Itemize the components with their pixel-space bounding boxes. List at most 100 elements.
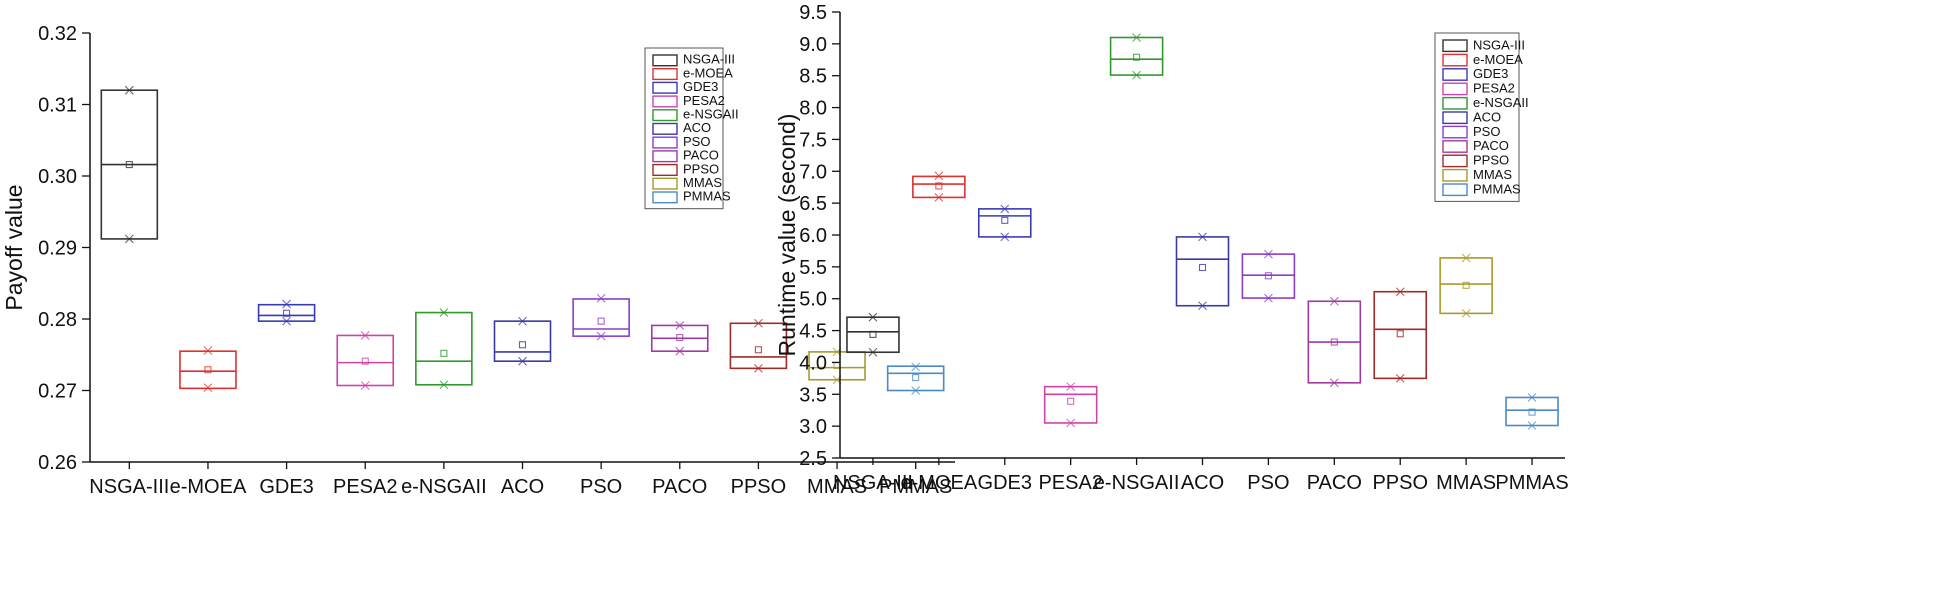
legend-label-e-moea: e-MOEA [683, 65, 733, 80]
mean-marker [125, 161, 133, 169]
legend-swatch-gde3 [1442, 68, 1468, 81]
box-nsga-iii [846, 312, 900, 357]
box-ppso [729, 318, 788, 373]
max-marker [1461, 253, 1471, 263]
x-tick-label-mmas: MMAS [807, 476, 867, 498]
y-tick-label: 0.31 [38, 95, 77, 117]
legend-label-pmmas: PMMAS [683, 189, 731, 204]
legend-swatch-mmas [1442, 168, 1468, 182]
box-body [1175, 236, 1230, 307]
min-marker [868, 347, 878, 357]
box-ppso [1373, 287, 1428, 383]
box-paco [1307, 296, 1362, 388]
legend-swatch-pso [652, 136, 678, 149]
x-tick-label-pso: PSO [1247, 472, 1289, 494]
legend-label-pesa2: PESA2 [1473, 81, 1515, 96]
legend: NSGA-IIIe-MOEAGDE3PESA2e-NSGAIIACOPSOPAC… [1434, 32, 1529, 202]
legend-swatch-pso [1442, 125, 1468, 139]
y-tick-label: 5.5 [799, 257, 827, 279]
min-marker [1132, 70, 1141, 80]
y-axis-label: Payoff value [1, 184, 27, 310]
legend-swatch-ppso [652, 163, 678, 177]
min-marker [1395, 373, 1405, 383]
legend-label-paco: PACO [683, 148, 719, 163]
legend-label-ppso: PPSO [683, 161, 719, 176]
box-body [1439, 257, 1493, 315]
y-tick-label: 2.5 [799, 448, 827, 470]
legend-label-mmas: MMAS [683, 175, 722, 190]
box-gde3 [257, 299, 316, 326]
y-tick-label: 7.5 [799, 129, 827, 151]
legend-swatch-e-moea [652, 67, 678, 81]
legend-swatch-pesa2 [1442, 82, 1468, 96]
legend-label-nsga-iii: NSGA-III [1473, 37, 1525, 52]
mean-marker [1396, 330, 1404, 338]
max-marker [1395, 287, 1405, 297]
min-marker [675, 346, 685, 356]
max-marker [518, 316, 527, 326]
max-marker [1329, 296, 1339, 306]
min-marker [282, 316, 291, 326]
min-marker [754, 363, 763, 373]
box-aco [493, 316, 552, 366]
x-tick-label-paco: PACO [652, 476, 707, 498]
legend-swatch-pesa2 [652, 95, 678, 108]
mean-marker [597, 317, 605, 325]
y-tick-label: 0.30 [38, 166, 77, 188]
y-tick-label: 0.29 [38, 238, 77, 260]
legend-label-pso: PSO [1473, 124, 1500, 139]
legend-label-aco: ACO [683, 120, 711, 135]
mean-marker [1264, 272, 1272, 280]
box-nsga-iii [100, 85, 159, 244]
x-tick-label-pesa2: PESA2 [1038, 472, 1102, 494]
mean-marker [1330, 338, 1338, 346]
x-tick-label-e-nsgaii: e-NSGAII [1094, 472, 1180, 494]
max-marker [439, 308, 449, 317]
x-tick-label-nsga-iii: NSGA-III [833, 472, 913, 494]
box-aco [1175, 232, 1230, 311]
min-marker [1198, 301, 1207, 311]
x-tick-label-e-moea: e-MOEA [170, 476, 247, 498]
legend-box [644, 47, 724, 210]
runtime-box-chart: 2.5 3.0 3.5 4.0 4.5 5.0 5.5 6.0 6.5 7.0 7.5 8.0 8.5 9… [774, 2, 1569, 494]
max-marker [675, 321, 685, 330]
box-pso [1241, 249, 1296, 303]
box-body [1241, 253, 1296, 299]
box-pesa2 [1043, 382, 1098, 428]
y-tick-label: 8.0 [799, 98, 827, 120]
legend-swatch-e-moea [1442, 53, 1468, 67]
max-marker [934, 171, 944, 181]
max-marker [360, 331, 370, 340]
x-tick-label-gde3: GDE3 [978, 472, 1032, 494]
x-tick-label-aco: ACO [1181, 472, 1224, 494]
max-marker [1198, 232, 1207, 242]
legend-label-aco: ACO [1473, 109, 1501, 124]
box-e-nsgaii [1109, 33, 1164, 80]
max-marker [1527, 393, 1537, 402]
min-marker [518, 356, 527, 366]
x-tick-label-paco: PACO [1307, 472, 1362, 494]
box-paco [650, 321, 709, 356]
max-marker [1000, 204, 1010, 214]
max-marker [1132, 33, 1141, 42]
legend-swatch-pmmas [652, 191, 678, 204]
max-marker [911, 362, 921, 372]
y-tick-label: 3.5 [799, 384, 827, 406]
mean-marker [1067, 397, 1075, 405]
min-marker [1066, 418, 1076, 428]
legend-swatch-gde3 [652, 81, 678, 94]
y-axis-label: Runtime value (second) [774, 114, 800, 357]
x-tick-label-pmmas: PMMAS [1495, 472, 1568, 494]
y-tick-label: 6.0 [799, 225, 827, 247]
legend-swatch-e-nsgaii [652, 109, 678, 122]
min-marker [1264, 293, 1273, 303]
legend-label-e-nsgaii: e-NSGAII [1473, 95, 1529, 110]
y-tick-label: 8.5 [799, 66, 827, 88]
min-marker [439, 380, 449, 390]
min-marker [1461, 308, 1471, 318]
legend-swatch-aco [652, 122, 678, 135]
box-body [1373, 290, 1428, 380]
box-pmmas [1505, 393, 1559, 430]
y-tick-label: 0.26 [38, 452, 77, 474]
